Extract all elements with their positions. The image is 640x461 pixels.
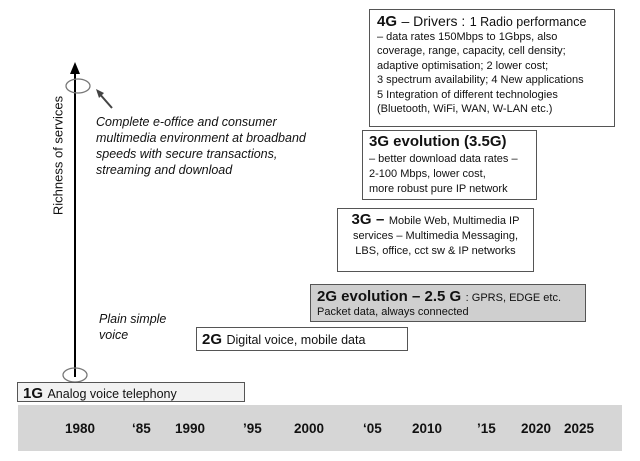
gen-4g-head2: 1 Radio performance [469,15,587,29]
top-ellipse [65,78,91,94]
bottom-note-line: voice [99,328,129,342]
gen-25g-text1: : GPRS, EDGE etc. [465,292,562,304]
gen-35g-title: 3G evolution (3.5G) [369,133,507,150]
timeline-year: 2025 [564,421,595,436]
top-note-line: multimedia environment at broadband [96,131,306,145]
gen-35g-line: 2-100 Mbps, lower cost, [369,168,486,180]
gen-35g-line: more robust pure IP network [369,183,508,195]
timeline-year: 1980 [65,421,96,436]
gen-2g-title: 2G [202,331,223,348]
gen-35g-line: – better download data rates – [369,153,518,165]
gen-35g-box: 3G evolution (3.5G) – better download da… [362,130,537,200]
gen-4g-line: 5 Integration of different technologies [377,88,558,101]
gen-4g-line: 3 spectrum availability; 4 New applicati… [377,74,584,86]
y-axis-label: Richness of services [50,95,66,216]
gen-4g-head: – Drivers : [401,13,466,29]
timeline-bar: 1980 ‘85 1990 ’95 2000 ‘05 2010 ’15 2020… [18,405,622,451]
gen-25g-text2: Packet data, always connected [317,306,469,318]
gen-25g-box: 2G evolution – 2.5 G : GPRS, EDGE etc. P… [310,284,586,322]
gen-4g-line: adaptive optimisation; 2 lower cost; [377,59,549,72]
gen-4g-line: coverage, range, capacity, cell density; [377,45,566,57]
top-note-line: speeds with secure transactions, [96,147,278,161]
gen-3g-line: LBS, office, cct sw & IP networks [355,245,516,257]
timeline-year: 2010 [412,421,443,436]
timeline-year: ’95 [243,421,262,436]
timeline-year: ‘05 [363,421,382,436]
bottom-note-line: Plain simple [99,312,167,326]
timeline-year: 2020 [521,421,552,436]
timeline-year: ‘85 [132,421,151,436]
top-note: Complete e-office and consumer multimedi… [96,114,306,178]
timeline-year: 2000 [294,421,325,436]
gen-3g-dash: – [376,211,385,228]
gen-1g-box: 1G Analog voice telephony [17,382,245,402]
gen-3g-box: 3G – Mobile Web, Multimedia IP services … [337,208,534,272]
top-note-line: Complete e-office and consumer [96,115,277,129]
gen-4g-line: (Bluetooth, WiFi, WAN, W-LAN etc.) [377,103,553,115]
top-note-line: streaming and download [96,163,233,177]
gen-4g-title: 4G [377,13,398,30]
gen-4g-line: – data rates 150Mbps to 1Gbps, also [377,30,558,43]
gen-4g-box: 4G – Drivers : 1 Radio performance – dat… [369,9,615,127]
gen-2g-text: Digital voice, mobile data [226,333,366,347]
y-axis-arrowhead [70,62,80,74]
timeline-year: 1990 [175,421,206,436]
note-arrowhead [96,89,104,98]
gen-3g-line: services – Multimedia Messaging, [352,230,519,242]
timeline-year: ’15 [477,421,496,436]
gen-2g-box: 2G Digital voice, mobile data [196,327,408,351]
gen-3g-line: Mobile Web, Multimedia IP [388,215,520,227]
gen-1g-text: Analog voice telephony [47,387,177,401]
gen-25g-title: 2G evolution – 2.5 G [317,288,462,305]
gen-1g-title: 1G [23,385,44,402]
bottom-note: Plain simple voice [99,311,166,343]
gen-3g-title: 3G [351,211,372,228]
